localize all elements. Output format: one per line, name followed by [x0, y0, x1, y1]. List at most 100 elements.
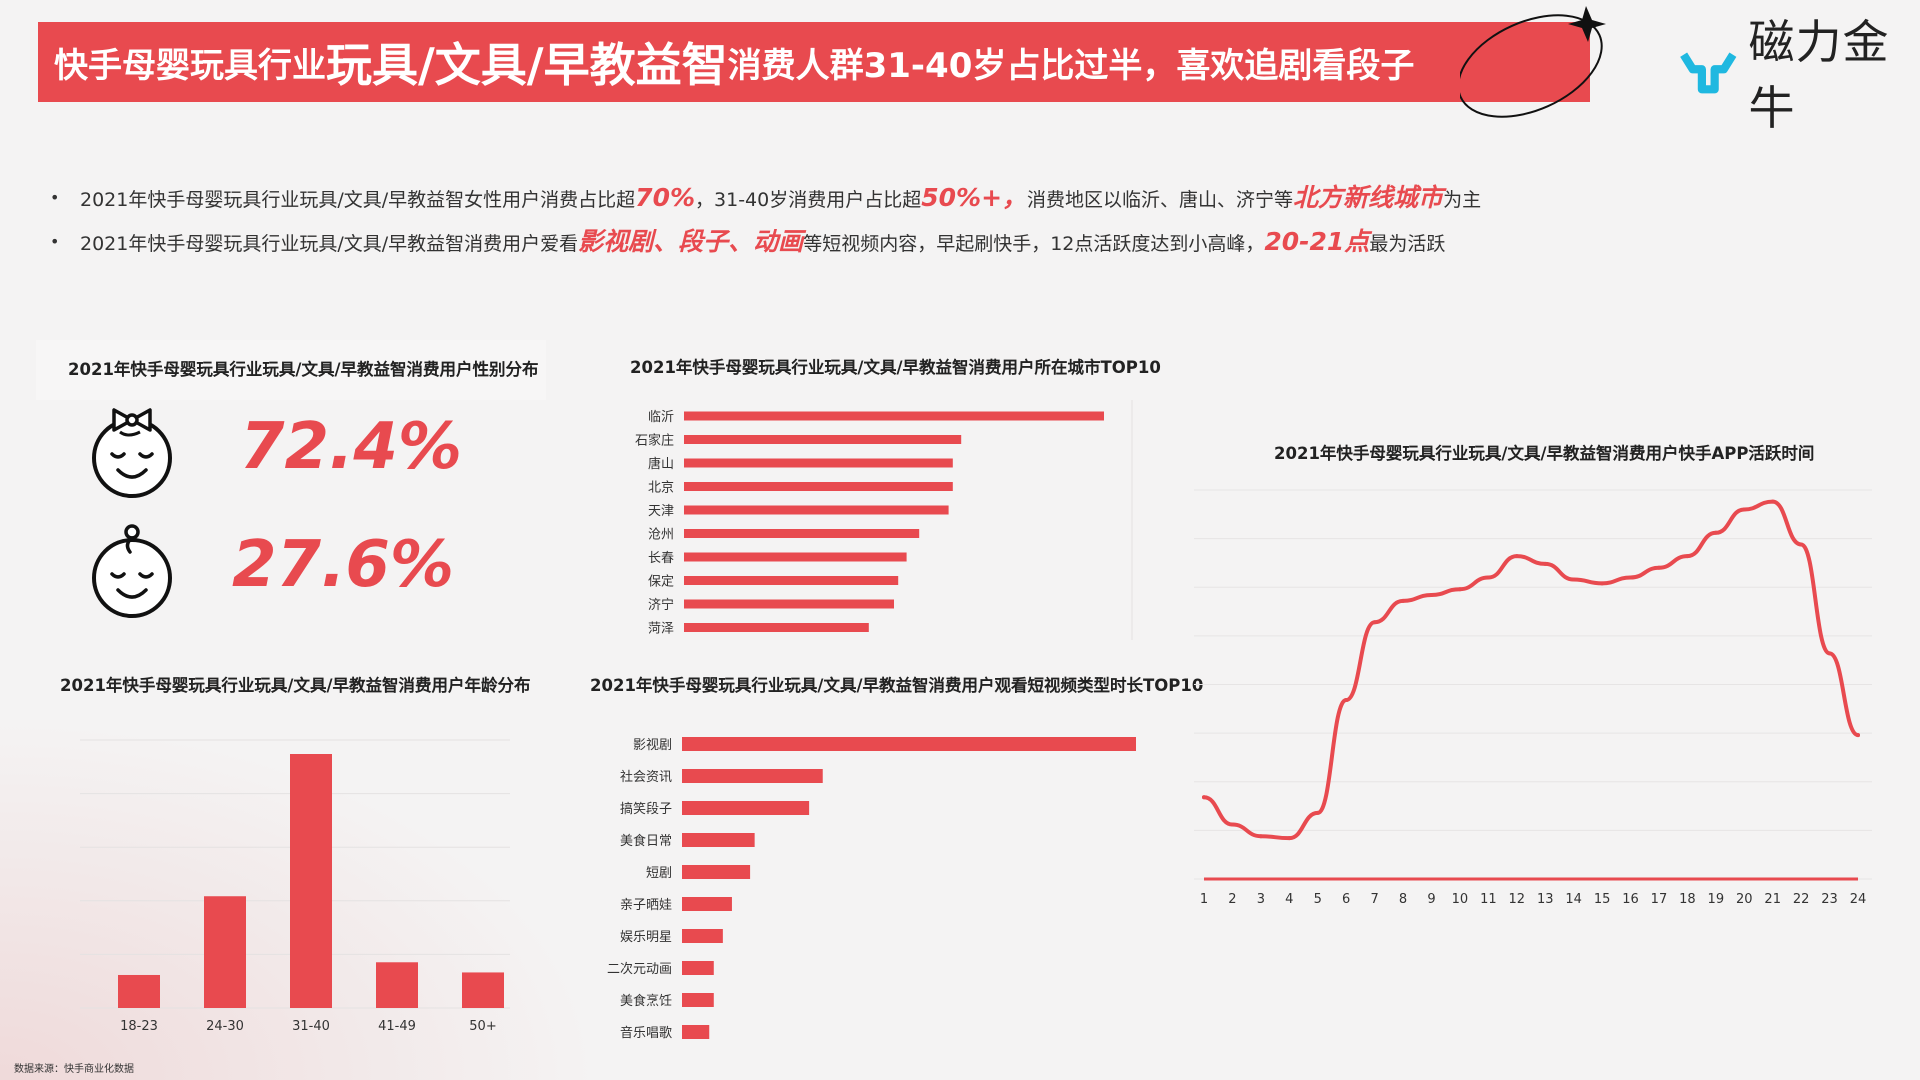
city-bar	[684, 599, 894, 609]
active-series-line	[1202, 499, 1860, 841]
active-data-point	[1827, 651, 1832, 656]
age-tick-label: 41-49	[378, 1019, 416, 1034]
video-bar	[682, 961, 714, 975]
bullet-text: ，31-40岁消费用户占比超	[695, 189, 922, 211]
active-data-point	[1770, 499, 1775, 504]
video-tick-label: 美食烹饪	[620, 993, 672, 1009]
active-tick-label: 12	[1509, 892, 1526, 907]
active-data-point	[1742, 507, 1747, 512]
video-tick-label: 二次元动画	[607, 961, 672, 977]
active-data-point	[1287, 836, 1292, 841]
city-bar	[684, 552, 907, 562]
age-bar	[462, 972, 504, 1008]
active-data-point	[1202, 795, 1206, 800]
active-data-point	[1656, 565, 1661, 570]
video-tick-label: 亲子晒娃	[620, 898, 672, 913]
active-data-point	[1856, 733, 1860, 738]
video-bar	[682, 769, 823, 783]
active-data-point	[1628, 575, 1633, 580]
video-bar	[682, 865, 751, 879]
active-tick-label: 9	[1427, 892, 1435, 907]
active-tick-label: 23	[1821, 892, 1838, 907]
active-tick-label: 21	[1764, 892, 1781, 907]
bullet-highlight: 北方新线城市	[1293, 183, 1444, 212]
video-bar	[682, 897, 732, 911]
active-data-point	[1401, 598, 1406, 603]
city-tick-label: 石家庄	[635, 433, 674, 449]
data-source: 数据来源：快手商业化数据	[14, 1064, 134, 1075]
city-tick-label: 临沂	[648, 410, 674, 425]
active-tick-label: 15	[1594, 892, 1611, 907]
bullet-text: 消费地区以临沂、唐山、济宁等	[1027, 189, 1294, 211]
age-tick-label: 18-23	[120, 1019, 158, 1034]
bullet-text: 最为活跃	[1369, 233, 1446, 255]
active-data-point	[1429, 593, 1434, 598]
city-tick-label: 唐山	[648, 456, 674, 472]
video-tick-label: 音乐唱歌	[620, 1025, 672, 1041]
video-tick-label: 搞笑段子	[620, 801, 672, 817]
bullet-highlight: 70%	[635, 183, 696, 212]
video-tick-label: 社会资讯	[620, 769, 672, 785]
age-tick-label: 31-40	[292, 1019, 330, 1034]
summary-bullets: • 2021年快手母婴玩具行业玩具/文具/早教益智女性用户消费占比超70%，31…	[50, 176, 1550, 264]
video-tick-label: 美食日常	[620, 833, 672, 849]
active-data-point	[1799, 542, 1804, 547]
logo-text: 磁力金牛	[1748, 15, 1890, 135]
age-bar	[118, 974, 160, 1008]
baby-girl-icon	[92, 408, 172, 498]
city-tick-label: 沧州	[648, 527, 674, 543]
active-tick-label: 1	[1200, 892, 1208, 907]
video-bar	[682, 993, 714, 1007]
active-tick-label: 2	[1228, 892, 1236, 907]
bullet-text: 等短视频内容，早起刷快手，12点活跃度达到小高峰，	[803, 233, 1265, 255]
active-data-point	[1457, 587, 1462, 592]
city-bar	[684, 623, 869, 632]
gender-chart-title: 2021年快手母婴玩具行业玩具/文具/早教益智消费用户性别分布	[68, 360, 539, 379]
bullet-text: 2021年快手母婴玩具行业玩具/文具/早教益智消费用户爱看	[80, 233, 579, 255]
bullet-item: • 2021年快手母婴玩具行业玩具/文具/早教益智女性用户消费占比超70%，31…	[50, 176, 1550, 220]
active-tick-label: 7	[1370, 892, 1378, 907]
city-tick-label: 保定	[648, 575, 674, 590]
city-bar	[684, 529, 920, 538]
active-data-point	[1258, 834, 1263, 839]
video-tick-label: 娱乐明星	[620, 930, 672, 945]
male-percentage: 27.6%	[232, 528, 455, 602]
city-tick-label: 天津	[648, 504, 674, 519]
active-data-point	[1230, 822, 1235, 827]
video-bar	[682, 801, 810, 815]
age-bar-chart: 18-23 24-30 31-40 41-49 50+	[80, 739, 510, 1034]
active-tick-label: 14	[1565, 892, 1582, 907]
video-bar	[682, 929, 723, 943]
active-tick-label: 18	[1679, 892, 1696, 907]
city-bar	[684, 411, 1104, 421]
age-bar	[204, 896, 246, 1008]
baby-boy-icon	[92, 524, 172, 618]
video-tick-label: 短剧	[646, 866, 672, 881]
bullet-highlight: 20-21点	[1264, 227, 1370, 256]
city-tick-label: 菏泽	[648, 622, 674, 637]
video-tick-label: 影视剧	[633, 738, 672, 753]
active-tick-label: 11	[1480, 892, 1497, 907]
active-tick-label: 6	[1342, 892, 1350, 907]
active-tick-label: 8	[1399, 892, 1407, 907]
active-tick-label: 16	[1622, 892, 1639, 907]
female-percentage: 72.4%	[240, 410, 463, 484]
city-tick-label: 北京	[648, 481, 674, 496]
video-bar	[682, 737, 1136, 751]
city-chart-title: 2021年快手母婴玩具行业玩具/文具/早教益智消费用户所在城市TOP10	[630, 358, 1161, 377]
city-bar	[684, 576, 899, 585]
video-chart-title: 2021年快手母婴玩具行业玩具/文具/早教益智消费用户观看短视频类型时长TOP1…	[590, 676, 1204, 695]
active-line-chart: 1 2 3 4 5 6 7 8 9 10 11 12 13 14 15 16 17 18 19 20 21 22 23 24	[1194, 489, 1872, 907]
active-data-point	[1600, 581, 1605, 586]
active-data-point	[1713, 530, 1718, 535]
video-bar	[682, 1025, 710, 1039]
bullet-dot: •	[50, 188, 60, 207]
city-bar	[684, 435, 962, 444]
age-tick-label: 50+	[469, 1019, 496, 1034]
bullet-text: 为主	[1443, 189, 1482, 211]
active-tick-label: 3	[1257, 892, 1265, 907]
active-data-point	[1372, 620, 1377, 625]
active-data-point	[1685, 554, 1690, 559]
active-data-point	[1486, 575, 1491, 580]
